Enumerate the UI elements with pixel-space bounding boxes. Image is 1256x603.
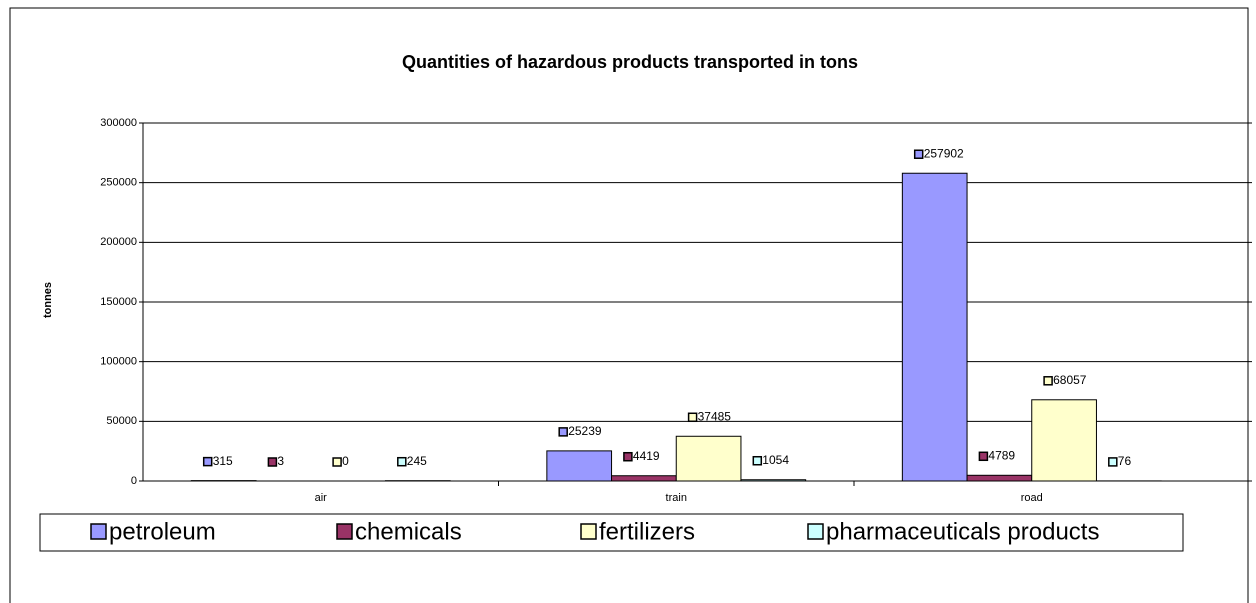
- bar: [546, 450, 613, 482]
- legend-key: [90, 523, 107, 540]
- data-label: 3: [277, 454, 284, 468]
- data-label: 4789: [988, 448, 1015, 462]
- y-tick-label: 50000: [106, 415, 137, 427]
- legend-key: [807, 523, 824, 540]
- data-label-key: [332, 457, 342, 467]
- x-tick-label: train: [666, 492, 687, 504]
- bar: [1031, 399, 1097, 482]
- data-label-key: [623, 451, 633, 462]
- data-label: 37485: [698, 409, 732, 423]
- bar: [966, 474, 1033, 482]
- data-label-key: [687, 412, 698, 423]
- data-label-key: [267, 457, 278, 467]
- y-axis-label: tonnes: [42, 282, 54, 318]
- data-label: 1054: [762, 453, 789, 467]
- bar: [611, 475, 677, 482]
- data-label-key: [978, 451, 989, 462]
- y-tick-label: 200000: [100, 236, 137, 248]
- data-label: 25239: [568, 424, 602, 438]
- y-tick-label: 300000: [100, 117, 137, 129]
- y-tick-label: 150000: [100, 296, 137, 308]
- bar: [901, 172, 968, 482]
- bar: [675, 435, 742, 482]
- x-tick-label: road: [1021, 492, 1043, 504]
- x-tick-label: air: [315, 492, 328, 504]
- y-tick-label: 250000: [100, 177, 137, 189]
- legend-key: [580, 523, 597, 540]
- data-label: 68057: [1053, 373, 1087, 387]
- legend-label: chemicals: [355, 518, 462, 545]
- data-label-key: [1043, 376, 1053, 386]
- data-label: 257902: [924, 146, 964, 160]
- data-label-key: [397, 456, 407, 467]
- data-label: 0: [342, 454, 349, 468]
- legend-label: pharmaceuticals products: [826, 518, 1099, 545]
- bar: [740, 479, 807, 482]
- legend-key: [336, 523, 353, 540]
- data-label: 4419: [633, 449, 660, 463]
- data-label: 315: [213, 454, 233, 468]
- data-label-key: [752, 455, 763, 466]
- data-label-key: [1108, 457, 1118, 467]
- data-label-key: [913, 149, 924, 159]
- data-label: 245: [407, 454, 427, 468]
- y-tick-label: 100000: [100, 356, 137, 368]
- data-label-key: [558, 427, 568, 437]
- chart-title: Quantities of hazardous products transpo…: [402, 52, 858, 72]
- legend-label: fertilizers: [599, 518, 695, 545]
- chart-frame: [9, 7, 1249, 603]
- legend-label: petroleum: [109, 518, 216, 545]
- legend-box: [39, 513, 1184, 552]
- data-label-key: [202, 456, 213, 467]
- data-label: 76: [1118, 454, 1132, 468]
- y-tick-label: 0: [131, 475, 137, 487]
